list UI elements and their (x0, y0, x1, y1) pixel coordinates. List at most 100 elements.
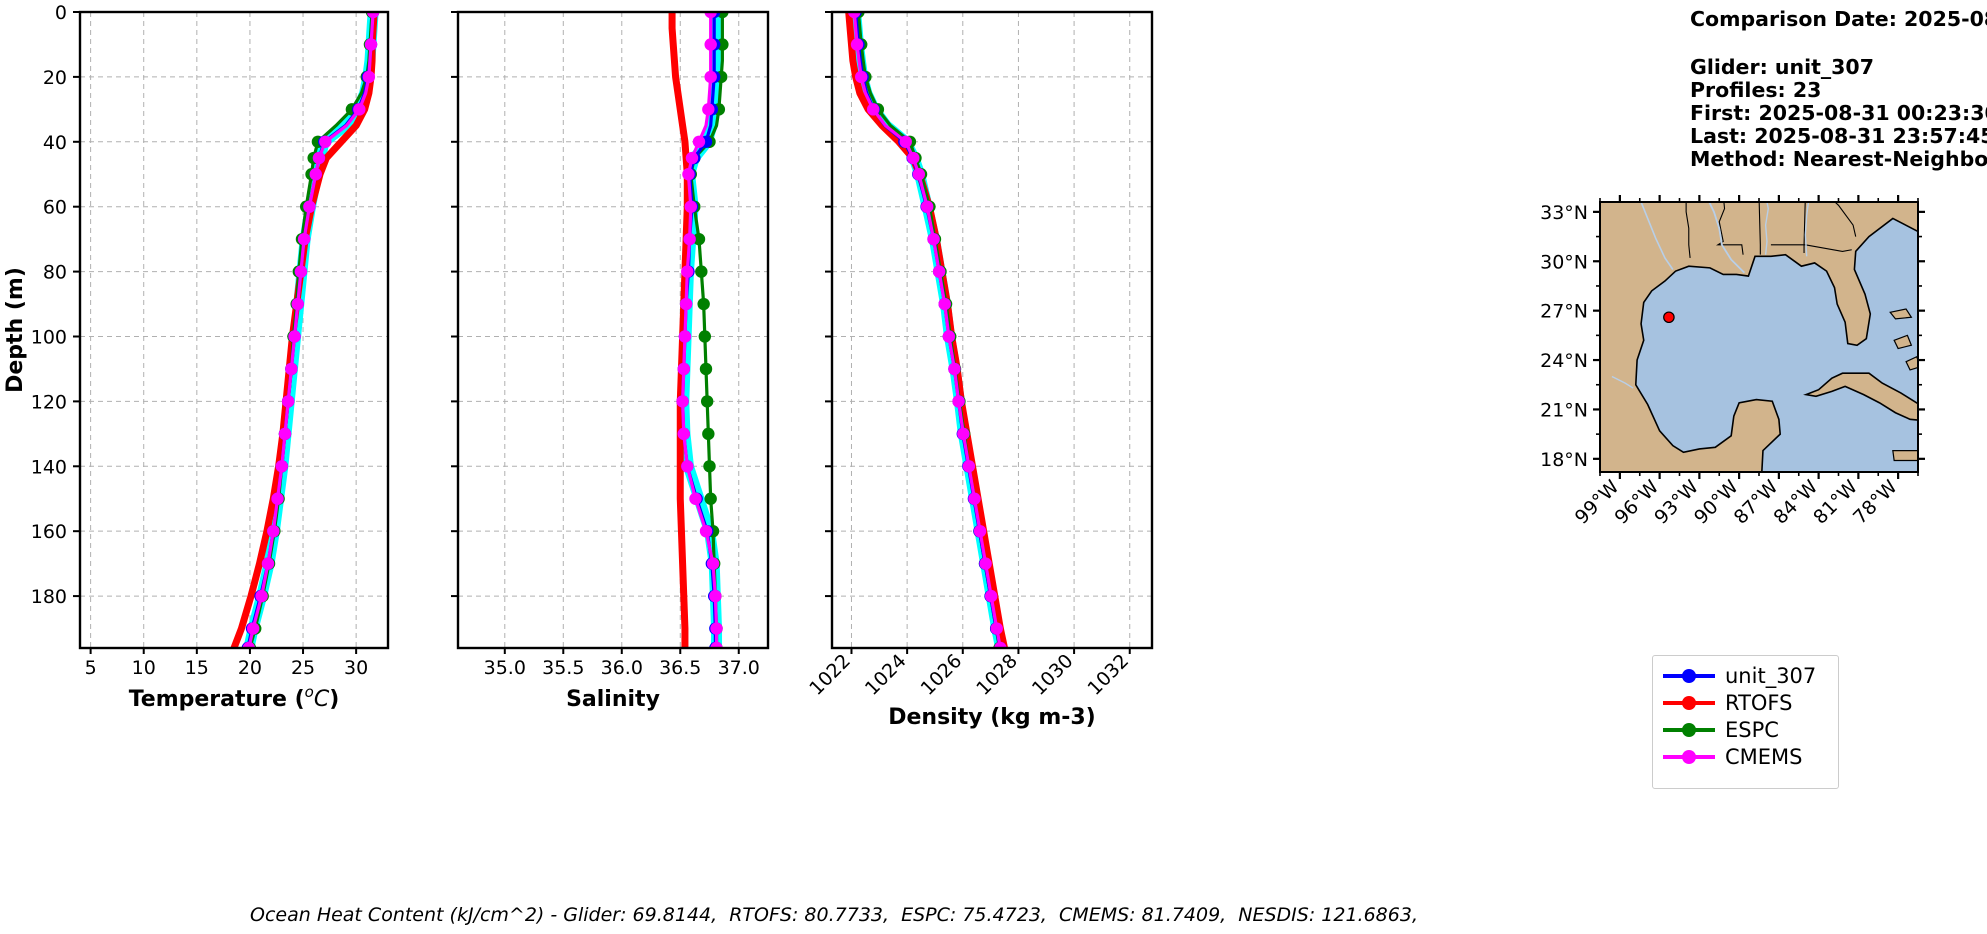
series-marker-CMEMS (848, 12, 861, 19)
series-marker-CMEMS (710, 641, 723, 648)
series-marker-CMEMS (364, 38, 378, 51)
x-tick-label: 25 (291, 657, 315, 679)
density-profile-panel: 1022 1024 1026 1028 1030 1032 Density (kg m-3) (805, 10, 1154, 730)
series-marker-CMEMS (706, 557, 720, 570)
series-marker-CMEMS (297, 232, 311, 246)
x-tick-label: 10 (132, 657, 156, 679)
x-tick-label: 1022 (805, 650, 855, 700)
state-border-ms-al (1758, 202, 1761, 255)
legend-marker-dot (1682, 695, 1696, 710)
series-marker-ESPC (695, 265, 708, 278)
map-lon-label: 84°W (1770, 476, 1823, 529)
series-marker-CMEMS (938, 297, 951, 311)
legend-line-swatch (1663, 749, 1715, 764)
series-marker-CMEMS (699, 524, 713, 538)
x-tick-label: 1024 (861, 650, 911, 700)
map-lon-label: 78°W (1849, 476, 1902, 529)
series-marker-CMEMS (676, 395, 689, 408)
series-marker-ESPC (703, 460, 716, 473)
series-marker-CMEMS (303, 200, 316, 213)
series-marker-CMEMS (866, 103, 880, 116)
river-4 (1611, 375, 1634, 389)
legend-item-espc: ESPC (1653, 716, 1838, 743)
map-lon-label: 99°W (1571, 476, 1624, 529)
series-marker-CMEMS (920, 200, 934, 213)
series-marker-CMEMS (994, 641, 1007, 648)
map-lon-label: 96°W (1611, 476, 1664, 529)
series-marker-CMEMS (353, 103, 366, 116)
legend-line-swatch (1663, 722, 1715, 737)
series-marker-CMEMS (682, 168, 695, 181)
x-tick-label: 1028 (972, 650, 1022, 700)
x-axis-title: Density (kg m-3) (888, 705, 1096, 730)
y-axis-title: Depth (m) (3, 267, 28, 393)
series-marker-ESPC (704, 492, 717, 505)
series-marker-CMEMS (990, 622, 1003, 635)
x-axis-title: Salinity (566, 687, 660, 712)
y-tick-label: 0 (55, 2, 67, 24)
map-lon-label: 87°W (1730, 476, 1783, 529)
legend-marker-dot (1682, 749, 1696, 764)
series-marker-CMEMS (261, 557, 275, 570)
x-axis-title: Temperature (oC) (129, 683, 340, 712)
river-mississippi (1708, 202, 1746, 274)
series-marker-CMEMS (366, 12, 380, 19)
series-marker-CMEMS (246, 622, 260, 635)
series-marker-ESPC (702, 427, 715, 441)
series-marker-CMEMS (927, 232, 940, 246)
land-bahamas-3 (1905, 355, 1918, 371)
series-marker-CMEMS (957, 427, 970, 441)
x-tick-label: 37.0 (718, 657, 760, 679)
series-marker-CMEMS (850, 38, 864, 51)
series-marker-CMEMS (704, 38, 717, 51)
map-lon-label: 90°W (1690, 476, 1743, 529)
map-lat-label: 18°N (1540, 449, 1588, 471)
river-3 (1804, 202, 1810, 257)
series-marker-CMEMS (288, 330, 301, 343)
series-marker-CMEMS (984, 589, 998, 603)
series-marker-CMEMS (677, 362, 690, 376)
series-marker-CMEMS (704, 12, 717, 19)
map-lat-label: 24°N (1540, 350, 1588, 372)
x-tick-label: 15 (185, 657, 209, 679)
series-marker-CMEMS (709, 589, 722, 603)
series-marker-CMEMS (702, 103, 715, 116)
legend-line-swatch (1663, 668, 1715, 683)
series-marker-ESPC (699, 362, 713, 376)
series-marker-CMEMS (952, 395, 965, 408)
x-tick-label: 36.5 (659, 657, 701, 679)
axes-frame (830, 10, 1154, 650)
legend-line-swatch (1663, 695, 1715, 710)
series-marker-CMEMS (267, 524, 280, 538)
series-marker-CMEMS (973, 524, 987, 538)
series-marker-CMEMS (294, 265, 308, 278)
series-marker-CMEMS (683, 232, 696, 246)
state-border-fl-north-e (1805, 244, 1852, 252)
series-marker-CMEMS (942, 330, 956, 343)
series-marker-CMEMS (309, 168, 322, 181)
y-tick-label: 100 (31, 326, 67, 348)
legend-marker-dot (1682, 722, 1696, 737)
y-tick-label: 140 (31, 456, 67, 478)
y-tick-label: 160 (31, 521, 67, 543)
series-marker-CMEMS (312, 151, 326, 165)
series-marker-CMEMS (962, 460, 976, 473)
land-bahamas-1 (1889, 308, 1913, 320)
legend-label: CMEMS (1725, 744, 1803, 769)
ocean-heat-content-caption: Ocean Heat Content (kJ/cm^2) - Glider: 6… (250, 904, 1418, 926)
state-border-ga-sc (1834, 202, 1857, 237)
series-marker-CMEMS (255, 589, 268, 603)
legend-item-unit_307: unit_307 (1653, 662, 1838, 689)
map-lat-label: 21°N (1540, 399, 1588, 421)
legend-item-rtofs: RTOFS (1653, 689, 1838, 716)
y-tick-label: 120 (31, 391, 67, 413)
legend-label: unit_307 (1725, 663, 1817, 688)
x-tick-label: 1026 (917, 650, 967, 700)
y-tick-label: 80 (43, 262, 67, 284)
map-lat-label: 33°N (1540, 202, 1588, 224)
series-marker-CMEMS (948, 362, 961, 376)
series-marker-CMEMS (677, 427, 690, 441)
series-marker-CMEMS (684, 200, 697, 213)
last-profile-time-text: Last: 2025-08-31 23:57:45 (1690, 124, 1987, 148)
